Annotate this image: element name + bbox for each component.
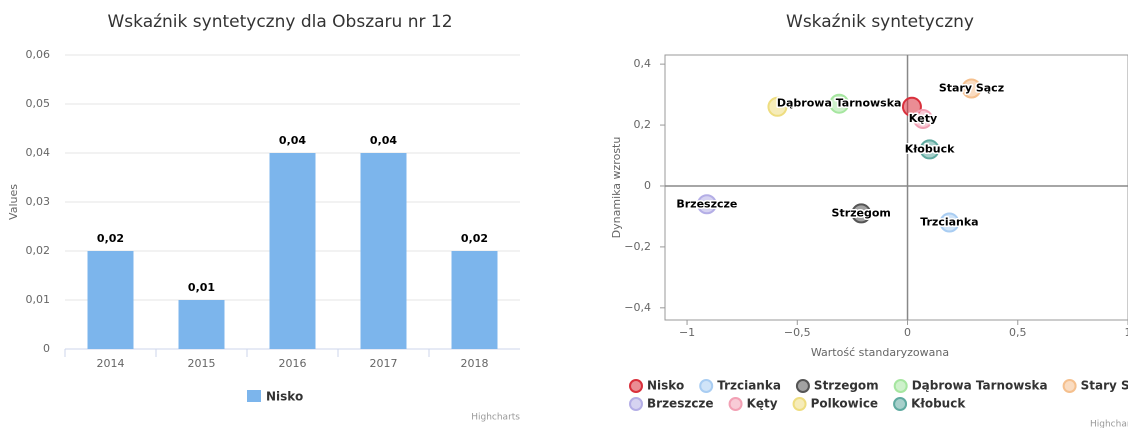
- point: [961, 78, 982, 99]
- x-tick-label: 1: [1125, 326, 1128, 339]
- legend-label: Polkowice: [811, 397, 879, 411]
- x-tick-label: 0: [904, 326, 911, 339]
- point: [767, 96, 788, 117]
- legend-label: Strzegom: [814, 379, 879, 393]
- data-label: 0,01: [188, 281, 215, 294]
- y-tick-label: 0,05: [26, 97, 51, 110]
- y-tick-label: −0,4: [624, 301, 651, 314]
- legend-symbol: [629, 379, 643, 393]
- data-label: Kęty: [909, 112, 937, 125]
- data-label: Stary Sącz: [939, 82, 1004, 95]
- legend-label: Stary Sącz: [1081, 379, 1128, 393]
- legend-label: Brzeszcze: [647, 397, 714, 411]
- bar: [269, 153, 316, 349]
- y-tick-label: 0: [43, 342, 50, 355]
- bar: [87, 251, 134, 349]
- x-axis-label: Wartość standaryzowana: [811, 346, 949, 359]
- legend-symbol: [795, 379, 810, 393]
- point: [829, 93, 850, 114]
- y-tick-label: 0,02: [26, 244, 51, 257]
- y-tick-label: 0,01: [26, 293, 51, 306]
- data-label: Strzegom: [832, 206, 891, 219]
- legend-symbol: [247, 390, 261, 402]
- y-tick-label: 0: [644, 179, 651, 192]
- legend-symbol: [893, 397, 908, 411]
- legend-label: Dąbrowa Tarnowska: [912, 379, 1048, 393]
- legend-label: Nisko: [266, 390, 303, 404]
- y-tick-label: 0,04: [26, 146, 51, 159]
- legend-label: Trzcianka: [717, 379, 781, 393]
- data-label: Dąbrowa Tarnowska: [777, 97, 902, 110]
- legend-symbol: [629, 397, 643, 411]
- x-tick-label: 0,5: [1009, 326, 1027, 339]
- bar: [178, 300, 225, 349]
- point: [901, 96, 922, 117]
- legend-label: Kłobuck: [911, 397, 966, 411]
- x-tick-label: −1: [679, 326, 695, 339]
- data-label: 0,04: [370, 134, 397, 147]
- x-tick-label: 2015: [188, 357, 216, 370]
- point: [851, 203, 872, 224]
- point: [919, 139, 940, 160]
- legend-symbol: [699, 379, 714, 393]
- legend-symbol: [728, 397, 743, 411]
- legend-symbol: [893, 379, 908, 393]
- point: [696, 194, 717, 215]
- x-tick-label: −0,5: [784, 326, 811, 339]
- y-axis-label: Dynamika wzrostu: [610, 137, 623, 239]
- legend-label: Kęty: [747, 397, 778, 411]
- data-label: 0,04: [279, 134, 306, 147]
- data-label: Brzeszcze: [676, 197, 737, 210]
- x-tick-label: 2017: [370, 357, 398, 370]
- y-tick-label: 0,06: [26, 48, 51, 61]
- plot-border: [664, 54, 1128, 321]
- data-label: 0,02: [97, 232, 124, 245]
- bar: [360, 153, 407, 349]
- data-label: 0,02: [461, 232, 488, 245]
- y-axis-label: Values: [7, 184, 20, 220]
- legend-label: Nisko: [647, 379, 684, 393]
- x-tick-label: 2014: [97, 357, 125, 370]
- y-tick-label: −0,2: [624, 240, 651, 253]
- chart-title: Wskaźnik syntetyczny dla Obszaru nr 12: [107, 12, 452, 32]
- legend-symbol: [792, 397, 807, 411]
- bar: [451, 251, 498, 349]
- y-tick-label: 0,2: [634, 118, 652, 131]
- x-tick-label: 2018: [461, 357, 489, 370]
- x-tick-label: 2016: [279, 357, 307, 370]
- legend-symbol: [1062, 379, 1077, 393]
- point: [939, 212, 960, 233]
- y-tick-label: 0,03: [26, 195, 51, 208]
- credits: Highcharts: [471, 413, 520, 423]
- data-label: Trzcianka: [920, 216, 978, 229]
- y-tick-label: 0,4: [634, 57, 652, 70]
- data-label: Kłobuck: [905, 142, 955, 155]
- chart-title: Wskaźnik syntetyczny: [786, 12, 974, 32]
- credits: Highcharts: [1090, 420, 1128, 428]
- point: [912, 108, 933, 129]
